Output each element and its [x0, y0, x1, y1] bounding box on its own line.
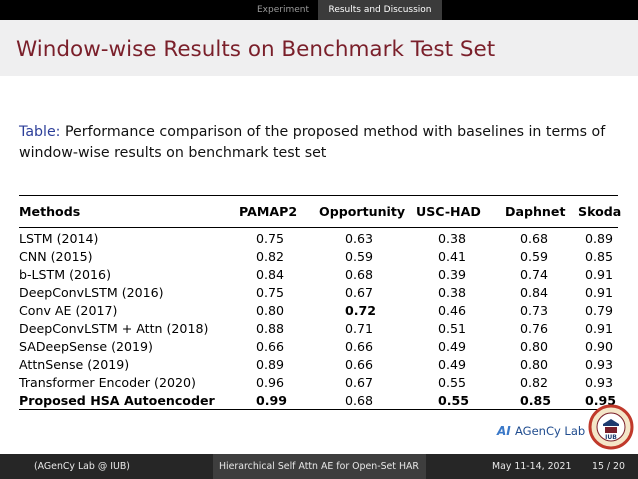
table-cell-opportunity: 0.66 — [345, 357, 374, 372]
slide-title: Window-wise Results on Benchmark Test Se… — [16, 37, 496, 62]
table-cell-skoda: 0.89 — [585, 231, 614, 246]
footer-date: May 11-14, 2021 — [492, 461, 572, 472]
table-cell-opportunity: 0.71 — [345, 321, 374, 336]
table-cell-pamap2: 0.66 — [256, 339, 285, 354]
agency-lab-name: AGenCy Lab — [515, 424, 586, 438]
table-cell-pamap2: 0.82 — [256, 249, 285, 264]
table-cell-usc-had: 0.49 — [438, 339, 467, 354]
table-cell-usc-had: 0.41 — [438, 249, 467, 264]
table-top-rule — [19, 195, 618, 197]
table-cell-usc-had: 0.39 — [438, 267, 467, 282]
table-cell-opportunity: 0.68 — [345, 393, 374, 408]
table-cell-opportunity: 0.72 — [345, 303, 377, 318]
table-cell-method: b-LSTM (2016) — [19, 267, 111, 282]
top-navigation-bar: Experiment Results and Discussion — [0, 0, 638, 20]
table-cell-pamap2: 0.75 — [256, 231, 285, 246]
table-cell-pamap2: 0.99 — [256, 393, 288, 408]
table-cell-usc-had: 0.51 — [438, 321, 467, 336]
header-pamap2: PAMAP2 — [239, 204, 298, 219]
table-cell-daphnet: 0.84 — [520, 285, 549, 300]
footer-title-box: Hierarchical Self Attn AE for Open-Set H… — [213, 454, 426, 479]
table-cell-pamap2: 0.96 — [256, 375, 285, 390]
header-methods: Methods — [19, 204, 81, 219]
table-cell-method: Transformer Encoder (2020) — [19, 375, 196, 390]
nav-subsection-results[interactable]: Results and Discussion — [318, 0, 442, 20]
table-cell-usc-had: 0.46 — [438, 303, 467, 318]
table-cell-daphnet: 0.73 — [520, 303, 549, 318]
table-cell-skoda: 0.91 — [585, 285, 614, 300]
iub-seal-logo: IUB — [588, 404, 634, 450]
footer-date-box: May 11-14, 2021 15 / 20 — [426, 454, 638, 479]
table-cell-usc-had: 0.38 — [438, 285, 467, 300]
table-cell-skoda: 0.91 — [585, 267, 614, 282]
table-cell-pamap2: 0.80 — [256, 303, 285, 318]
table-cell-daphnet: 0.76 — [520, 321, 549, 336]
caption-text: Performance comparison of the proposed m… — [19, 124, 606, 161]
table-cell-usc-had: 0.55 — [438, 375, 467, 390]
caption-label: Table: — [19, 124, 61, 140]
table-cell-opportunity: 0.67 — [345, 285, 374, 300]
table-cell-daphnet: 0.82 — [520, 375, 549, 390]
footer-bar: (AGenCy Lab @ IUB) Hierarchical Self Att… — [0, 454, 638, 479]
table-header-rule — [19, 227, 618, 228]
frame-title-bar: Window-wise Results on Benchmark Test Se… — [0, 20, 638, 76]
agency-ai-mark: AI — [497, 424, 511, 438]
table-cell-method: Conv AE (2017) — [19, 303, 118, 318]
footer-author-box: (AGenCy Lab @ IUB) — [0, 454, 213, 479]
table-cell-skoda: 0.90 — [585, 339, 614, 354]
table-cell-opportunity: 0.59 — [345, 249, 374, 264]
table-cell-skoda: 0.85 — [585, 249, 614, 264]
table-cell-skoda: 0.95 — [585, 393, 617, 408]
table-cell-daphnet: 0.74 — [520, 267, 549, 282]
table-cell-opportunity: 0.66 — [345, 339, 374, 354]
table-cell-skoda: 0.93 — [585, 357, 614, 372]
table-cell-skoda: 0.79 — [585, 303, 614, 318]
table-cell-method: DeepConvLSTM + Attn (2018) — [19, 321, 209, 336]
table-cell-skoda: 0.93 — [585, 375, 614, 390]
table-cell-opportunity: 0.63 — [345, 231, 374, 246]
table-cell-method: CNN (2015) — [19, 249, 93, 264]
nav-section-experiment[interactable]: Experiment — [256, 5, 309, 15]
table-cell-daphnet: 0.80 — [520, 339, 549, 354]
header-usc-had: USC-HAD — [416, 204, 481, 219]
table-cell-usc-had: 0.49 — [438, 357, 467, 372]
table-cell-daphnet: 0.68 — [520, 231, 549, 246]
header-skoda: Skoda — [578, 204, 622, 219]
table-cell-method: SADeepSense (2019) — [19, 339, 153, 354]
table-bottom-rule — [19, 409, 618, 411]
table-cell-method: Proposed HSA Autoencoder — [19, 393, 215, 408]
table-cell-pamap2: 0.89 — [256, 357, 285, 372]
table-cell-daphnet: 0.59 — [520, 249, 549, 264]
table-cell-method: DeepConvLSTM (2016) — [19, 285, 164, 300]
footer-page-number: 15 / 20 — [592, 461, 625, 472]
table-cell-opportunity: 0.68 — [345, 267, 374, 282]
table-cell-usc-had: 0.38 — [438, 231, 467, 246]
table-caption: Table: Performance comparison of the pro… — [19, 122, 619, 164]
footer-talk-title: Hierarchical Self Attn AE for Open-Set H… — [219, 461, 419, 472]
footer-author: (AGenCy Lab @ IUB) — [34, 461, 130, 472]
table-cell-opportunity: 0.67 — [345, 375, 374, 390]
table-cell-pamap2: 0.84 — [256, 267, 285, 282]
table-cell-method: LSTM (2014) — [19, 231, 99, 246]
table-cell-daphnet: 0.85 — [520, 393, 552, 408]
header-opportunity: Opportunity — [319, 204, 406, 219]
table-cell-usc-had: 0.55 — [438, 393, 470, 408]
header-daphnet: Daphnet — [505, 204, 566, 219]
table-cell-pamap2: 0.88 — [256, 321, 285, 336]
iub-seal-text: IUB — [605, 434, 617, 441]
table-cell-method: AttnSense (2019) — [19, 357, 130, 372]
table-cell-skoda: 0.91 — [585, 321, 614, 336]
table-cell-daphnet: 0.80 — [520, 357, 549, 372]
table-cell-pamap2: 0.75 — [256, 285, 285, 300]
